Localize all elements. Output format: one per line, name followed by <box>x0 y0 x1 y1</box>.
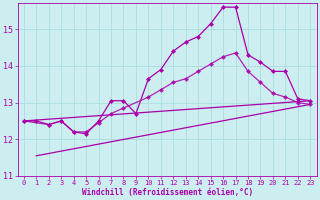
X-axis label: Windchill (Refroidissement éolien,°C): Windchill (Refroidissement éolien,°C) <box>82 188 253 197</box>
